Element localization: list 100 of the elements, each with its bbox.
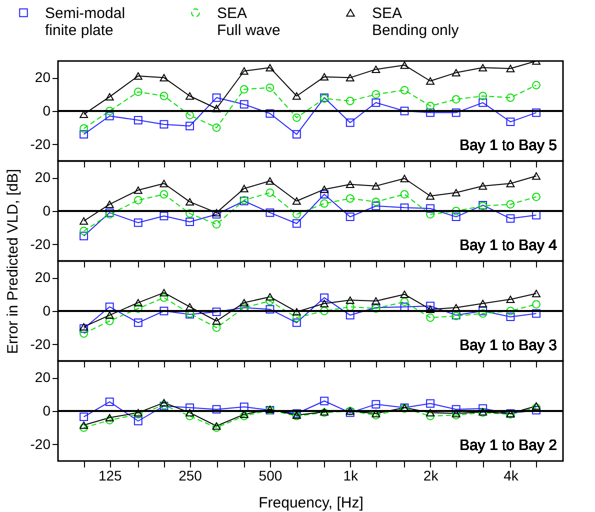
point bbox=[160, 212, 168, 220]
point bbox=[532, 309, 540, 318]
point bbox=[266, 296, 274, 306]
point bbox=[160, 293, 168, 302]
point bbox=[346, 118, 354, 127]
point bbox=[134, 186, 142, 194]
x-tick-label: 2k bbox=[423, 468, 440, 484]
point bbox=[532, 406, 540, 414]
y-tick-label: -20 bbox=[30, 236, 51, 252]
x-tick-label: 4k bbox=[504, 468, 520, 484]
point bbox=[478, 182, 488, 190]
point bbox=[532, 192, 540, 202]
point bbox=[160, 398, 168, 406]
point bbox=[186, 198, 194, 206]
point bbox=[80, 412, 88, 422]
point bbox=[426, 408, 434, 416]
point bbox=[80, 232, 88, 240]
point bbox=[105, 200, 114, 208]
point bbox=[452, 188, 460, 196]
point bbox=[266, 188, 274, 197]
y-tick-label: 0 bbox=[42, 202, 51, 218]
point bbox=[372, 182, 380, 190]
point bbox=[134, 416, 142, 426]
point bbox=[80, 423, 88, 432]
point bbox=[266, 109, 274, 118]
point bbox=[212, 317, 221, 325]
point bbox=[452, 108, 460, 117]
y-tick-label: 0 bbox=[42, 102, 51, 118]
point bbox=[478, 306, 488, 316]
point bbox=[346, 180, 354, 188]
point bbox=[105, 106, 114, 116]
point bbox=[266, 64, 274, 72]
point bbox=[266, 208, 274, 217]
point bbox=[186, 122, 194, 130]
point bbox=[320, 73, 329, 81]
point bbox=[292, 197, 301, 205]
point bbox=[160, 180, 168, 188]
point bbox=[240, 298, 248, 306]
point bbox=[506, 64, 515, 72]
point bbox=[426, 108, 434, 117]
point bbox=[426, 306, 434, 314]
point bbox=[400, 190, 409, 199]
point bbox=[186, 218, 194, 226]
point bbox=[372, 66, 380, 74]
y-tick-label: 0 bbox=[42, 402, 51, 418]
point bbox=[212, 93, 221, 102]
x-tick-label: 250 bbox=[178, 468, 202, 484]
point bbox=[532, 290, 540, 298]
point bbox=[212, 104, 221, 112]
point bbox=[105, 112, 114, 120]
point bbox=[320, 190, 329, 199]
point bbox=[426, 102, 434, 110]
y-tick-label: -20 bbox=[30, 336, 51, 352]
point bbox=[134, 116, 142, 124]
point bbox=[346, 296, 354, 304]
point bbox=[105, 311, 114, 319]
point bbox=[452, 405, 460, 414]
y-tick-label: 20 bbox=[34, 269, 51, 286]
y-tick-label: -20 bbox=[30, 436, 51, 452]
x-tick-label: 500 bbox=[258, 468, 282, 484]
point bbox=[532, 172, 540, 180]
point bbox=[292, 130, 301, 139]
point bbox=[426, 77, 434, 85]
point bbox=[320, 199, 329, 208]
point bbox=[292, 308, 301, 316]
point bbox=[320, 186, 329, 194]
point bbox=[372, 297, 380, 305]
point bbox=[400, 298, 409, 306]
legend-label: SEA Full wave bbox=[217, 4, 280, 39]
point bbox=[134, 304, 142, 313]
point bbox=[372, 202, 380, 210]
point bbox=[400, 174, 409, 182]
annotation: Bay 1 to Bay 3 bbox=[459, 337, 557, 354]
point bbox=[400, 61, 409, 69]
point bbox=[134, 72, 142, 80]
point bbox=[186, 92, 194, 100]
point bbox=[134, 196, 142, 204]
point bbox=[426, 412, 434, 420]
point bbox=[134, 318, 142, 327]
point bbox=[292, 92, 301, 100]
point bbox=[532, 80, 540, 90]
point bbox=[506, 306, 515, 316]
point bbox=[105, 398, 114, 406]
point bbox=[372, 198, 380, 206]
point bbox=[105, 414, 114, 422]
point bbox=[478, 309, 488, 318]
point bbox=[134, 218, 142, 227]
point bbox=[506, 296, 515, 304]
point bbox=[478, 92, 488, 100]
point bbox=[452, 206, 460, 216]
point bbox=[160, 120, 168, 129]
point bbox=[426, 313, 434, 322]
point bbox=[212, 220, 221, 229]
point bbox=[506, 214, 515, 223]
point bbox=[186, 408, 194, 416]
point bbox=[426, 192, 434, 200]
legend-label: SEA Bending only bbox=[372, 4, 460, 39]
point bbox=[506, 118, 515, 126]
point bbox=[80, 130, 88, 139]
point bbox=[320, 396, 329, 406]
